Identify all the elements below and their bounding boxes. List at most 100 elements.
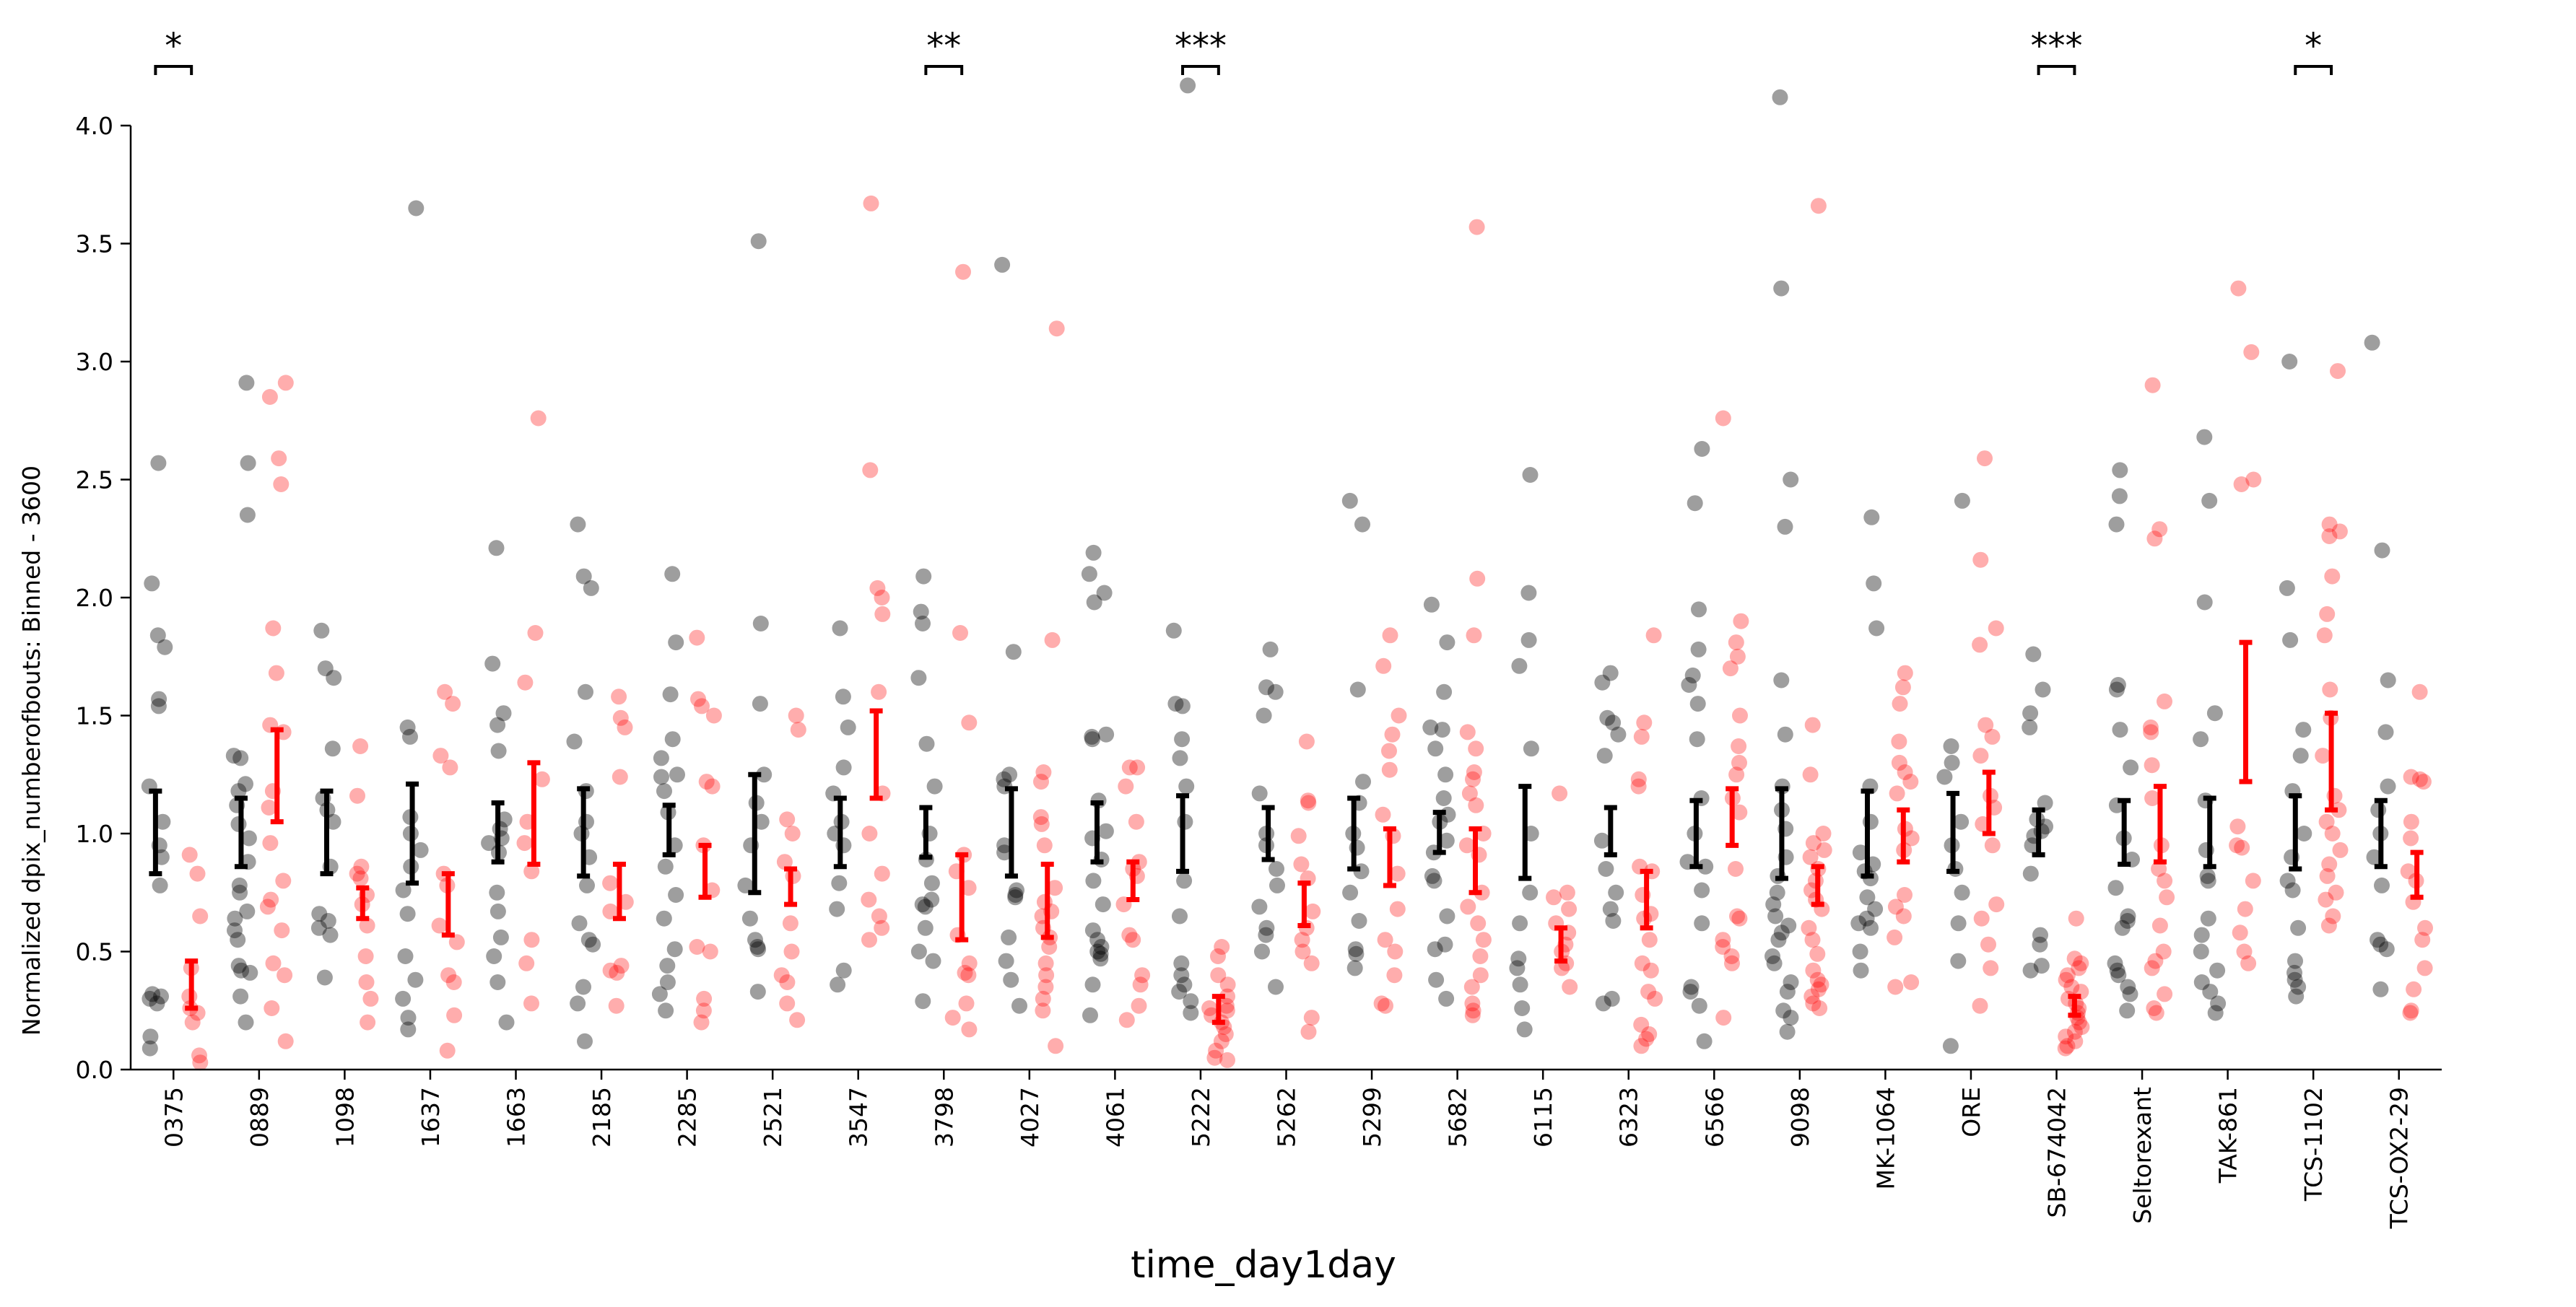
error-bar-treated [270,727,284,825]
data-point-treated [1044,631,1061,648]
data-point-treated [1210,967,1227,984]
data-point-treated [359,917,375,934]
bracket-line [1181,65,1220,75]
data-point-treated [2406,981,2422,997]
data-point-control [1598,861,1614,877]
data-point-control [400,1010,417,1026]
data-point-treated [534,771,550,787]
data-point-control [317,660,334,677]
error-bar-treated [1554,925,1568,964]
data-point-control [1438,990,1455,1007]
data-point-treated [2059,967,2076,984]
data-point-treated [608,997,625,1014]
data-point-treated [2411,683,2428,700]
data-point-treated [1118,778,1134,795]
data-point-treated [617,719,633,735]
data-point-control [741,910,758,927]
data-point-treated [790,722,806,738]
data-point-treated [1466,764,1482,780]
data-point-treated [2319,606,2336,622]
data-point-control [1523,740,1539,757]
data-point-treated [263,891,279,908]
data-point-treated [2403,769,2419,785]
data-point-control [1176,976,1193,993]
data-point-treated [1470,915,1487,932]
data-point-treated [360,1014,376,1031]
data-point-control [1602,665,1619,681]
data-point-treated [862,462,879,478]
x-tick-label: 2185 [588,1087,616,1148]
data-point-treated [1903,830,1920,847]
data-point-treated [694,698,710,714]
data-point-treated [1214,939,1230,955]
data-point-control [1595,995,1611,1012]
data-point-treated [1219,1002,1235,1019]
x-tick-label: MK-1064 [1871,1087,1900,1190]
data-point-treated [1630,778,1647,795]
error-bar-control [149,788,162,877]
x-tick-label: TCS-OX2-29 [2385,1087,2414,1229]
data-point-treated [957,964,973,981]
data-point-control [2032,927,2048,943]
data-point-control [144,986,161,1002]
data-point-control [753,813,770,830]
data-point-control [1084,976,1101,993]
data-point-control [1354,516,1370,533]
data-point-treated [437,683,453,700]
data-point-control [664,731,681,748]
data-point-treated [517,674,534,691]
data-point-treated [274,922,290,939]
error-bar-treated [2239,639,2253,784]
x-tick-label: 5222 [1187,1087,1215,1148]
data-point-control [1594,674,1611,691]
data-point-control [1098,726,1115,743]
data-point-treated [961,955,978,971]
data-point-control [2287,953,2303,969]
data-point-treated [1813,976,1829,993]
data-point-treated [961,1021,978,1038]
data-point-treated [2151,861,2167,877]
significance-label: ** [926,26,961,66]
data-point-treated [2157,873,2173,889]
data-point-control [996,771,1012,787]
data-point-control [1779,1023,1796,1040]
data-point-treated [2417,919,2433,936]
data-point-control [747,932,763,948]
data-point-treated [518,955,535,971]
data-point-treated [1466,627,1482,644]
data-point-control [2202,984,2219,1000]
data-point-control [840,719,856,735]
x-tick-label: 9098 [1786,1087,1814,1148]
data-point-control [311,906,328,922]
y-tick-label: 1.5 [76,702,113,730]
data-point-control [155,813,171,830]
data-point-treated [612,709,629,726]
data-point-control [1863,509,1880,525]
data-point-treated [2325,908,2341,924]
data-point-treated [1983,960,1999,976]
data-point-control [915,616,931,631]
data-point-control [1005,644,1022,660]
data-point-control [571,915,588,932]
data-point-control [232,750,249,766]
data-point-control [570,995,586,1012]
data-point-control [577,1033,593,1049]
data-point-control [1942,1038,1959,1054]
data-point-treated [1384,726,1401,743]
x-tick-label: 2285 [674,1087,702,1148]
data-point-control [1510,950,1527,967]
data-point-control [994,256,1011,273]
data-point-treated [442,759,458,776]
data-point-treated [1897,887,1913,903]
data-point-control [659,958,676,974]
data-point-control [1351,913,1367,929]
data-point-control [2282,631,2299,648]
y-tick-label: 4.0 [76,112,113,140]
data-point-treated [358,974,375,990]
data-point-treated [1809,945,1826,962]
data-point-control [1167,696,1184,712]
data-point-control [399,719,416,735]
data-point-control [658,1002,674,1019]
data-point-treated [2071,960,2087,976]
data-point-treated [2230,280,2247,297]
